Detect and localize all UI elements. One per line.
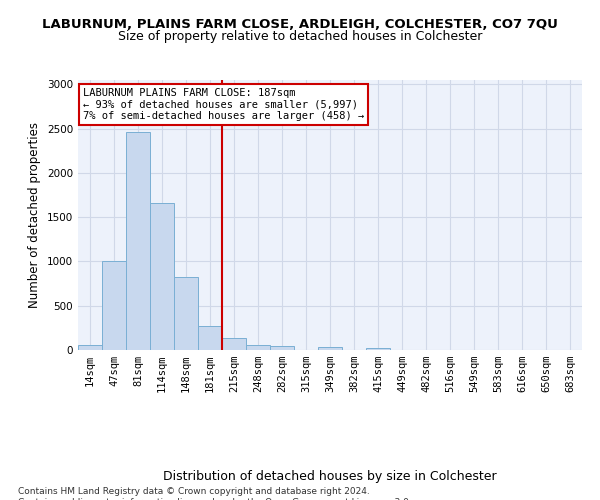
Text: Contains HM Land Registry data © Crown copyright and database right 2024.
Contai: Contains HM Land Registry data © Crown c… [18,488,412,500]
Bar [150,203,174,350]
Text: LABURNUM, PLAINS FARM CLOSE, ARDLEIGH, COLCHESTER, CO7 7QU: LABURNUM, PLAINS FARM CLOSE, ARDLEIGH, C… [42,18,558,30]
Y-axis label: Number of detached properties: Number of detached properties [28,122,41,308]
Bar [270,346,294,350]
Text: LABURNUM PLAINS FARM CLOSE: 187sqm
← 93% of detached houses are smaller (5,997)
: LABURNUM PLAINS FARM CLOSE: 187sqm ← 93%… [83,88,364,122]
Bar [198,326,222,350]
Bar [174,278,198,350]
Bar [78,344,102,350]
Bar [102,262,126,350]
Bar [126,132,150,350]
Bar [246,345,270,350]
Bar [318,348,342,350]
Bar [222,338,246,350]
Text: Size of property relative to detached houses in Colchester: Size of property relative to detached ho… [118,30,482,43]
Bar [366,348,390,350]
Text: Distribution of detached houses by size in Colchester: Distribution of detached houses by size … [163,470,497,483]
